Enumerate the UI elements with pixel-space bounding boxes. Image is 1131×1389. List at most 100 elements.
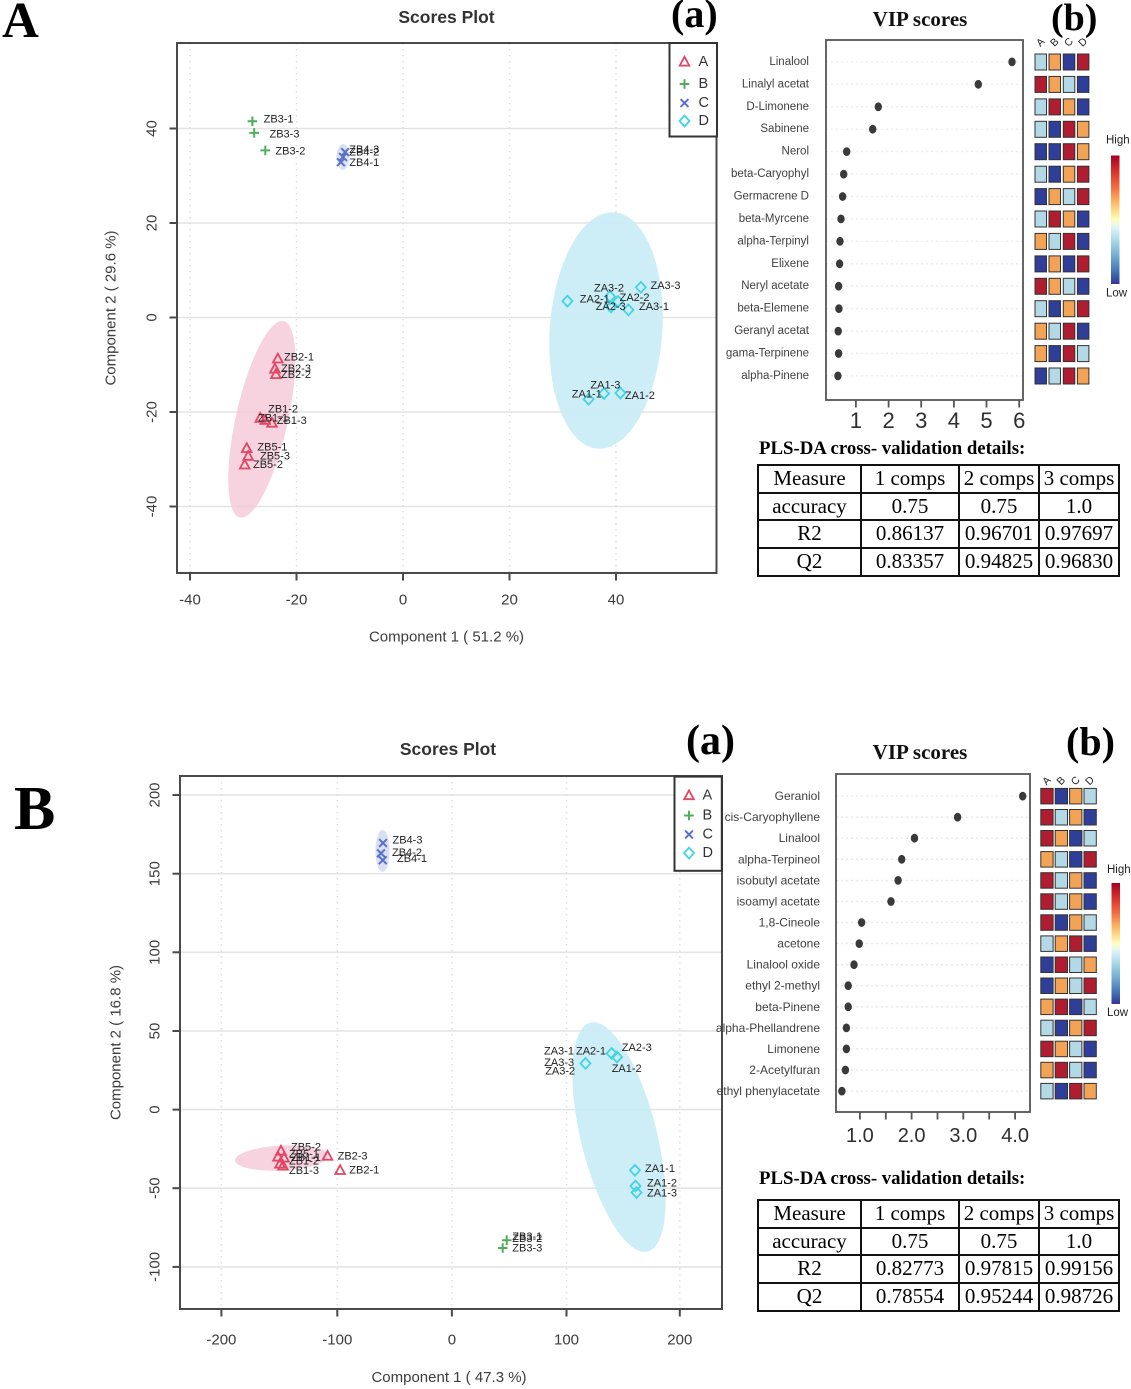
svg-text:4: 4 — [948, 408, 960, 433]
svg-text:0: 0 — [448, 1332, 456, 1349]
svg-text:ZA1-1: ZA1-1 — [645, 1163, 675, 1175]
svg-text:ZA3-3: ZA3-3 — [651, 280, 681, 292]
svg-text:gama-Terpinene: gama-Terpinene — [726, 348, 809, 360]
svg-text:alpha-Phellandrene: alpha-Phellandrene — [716, 1021, 820, 1035]
svg-text:C: C — [699, 95, 709, 111]
svg-text:ZA3-2: ZA3-2 — [545, 1066, 575, 1078]
svg-text:Component 2 ( 29.6 %): Component 2 ( 29.6 %) — [103, 230, 120, 385]
svg-text:6: 6 — [1013, 408, 1025, 433]
svg-text:50: 50 — [147, 1023, 164, 1040]
svg-text:ZB5-3: ZB5-3 — [260, 451, 290, 463]
svg-text:ZA1-2: ZA1-2 — [612, 1063, 642, 1075]
svg-text:beta-Myrcene: beta-Myrcene — [739, 213, 809, 225]
svg-text:alpha-Terpineol: alpha-Terpineol — [738, 852, 820, 866]
svg-text:Low: Low — [1106, 288, 1128, 300]
svg-text:-100: -100 — [147, 1252, 164, 1282]
svg-text:2.0: 2.0 — [898, 1125, 926, 1147]
svg-text:ZB5-1: ZB5-1 — [289, 1149, 319, 1161]
svg-text:ZB1-1: ZB1-1 — [258, 412, 288, 424]
svg-text:ZB2-1: ZB2-1 — [284, 352, 314, 364]
svg-text:isobutyl acetate: isobutyl acetate — [737, 873, 821, 887]
svg-text:Neryl acetate: Neryl acetate — [741, 280, 809, 292]
svg-text:ZA2-1: ZA2-1 — [580, 294, 610, 306]
svg-text:ZA3-3: ZA3-3 — [544, 1057, 574, 1069]
svg-text:ZB1-3: ZB1-3 — [277, 415, 307, 427]
svg-text:200: 200 — [667, 1332, 692, 1349]
svg-text:-200: -200 — [206, 1332, 236, 1349]
svg-text:ZA2-3: ZA2-3 — [596, 301, 626, 313]
svg-text:Nerol: Nerol — [782, 146, 809, 158]
svg-text:1,8-Cineole: 1,8-Cineole — [759, 916, 821, 930]
svg-text:40: 40 — [144, 120, 161, 137]
svg-text:100: 100 — [554, 1332, 579, 1349]
svg-text:ZA1-1: ZA1-1 — [572, 389, 602, 401]
svg-text:100: 100 — [147, 940, 164, 965]
svg-text:B: B — [703, 808, 713, 824]
svg-text:ZB2-3: ZB2-3 — [338, 1151, 368, 1163]
svg-text:alpha-Pinene: alpha-Pinene — [741, 370, 809, 382]
svg-text:0: 0 — [144, 313, 161, 321]
svg-text:B: B — [699, 76, 709, 92]
svg-text:ZB4-1: ZB4-1 — [349, 157, 379, 169]
svg-text:D-Limonene: D-Limonene — [746, 101, 809, 113]
svg-text:1: 1 — [850, 408, 862, 433]
svg-text:ZB2-1: ZB2-1 — [349, 1164, 379, 1176]
svg-text:ZB2-3: ZB2-3 — [281, 363, 311, 375]
svg-text:A: A — [699, 54, 709, 70]
svg-text:ZA2-1: ZA2-1 — [576, 1045, 606, 1057]
svg-text:200: 200 — [147, 782, 164, 807]
svg-text:ZB3-2: ZB3-2 — [512, 1233, 542, 1245]
svg-text:A: A — [703, 788, 713, 804]
svg-text:ZB1-3: ZB1-3 — [289, 1165, 319, 1177]
svg-text:alpha-Terpinyl: alpha-Terpinyl — [737, 235, 809, 247]
svg-text:C: C — [703, 827, 713, 843]
svg-text:ZA3-2: ZA3-2 — [594, 283, 624, 295]
svg-text:3.0: 3.0 — [949, 1125, 977, 1147]
svg-text:0: 0 — [399, 592, 407, 609]
svg-text:-20: -20 — [144, 401, 161, 423]
svg-text:20: 20 — [501, 592, 518, 609]
svg-text:ZB5-2: ZB5-2 — [253, 459, 283, 471]
svg-text:Linalool: Linalool — [769, 56, 809, 68]
svg-text:4.0: 4.0 — [1001, 1125, 1029, 1147]
svg-text:ZA1-3: ZA1-3 — [647, 1188, 677, 1200]
svg-text:ZB3-2: ZB3-2 — [275, 145, 305, 157]
svg-text:2: 2 — [882, 408, 894, 433]
svg-text:Component 2 ( 16.8 %): Component 2 ( 16.8 %) — [108, 965, 125, 1120]
svg-text:isoamyl acetate: isoamyl acetate — [737, 895, 821, 909]
svg-text:beta-Elemene: beta-Elemene — [737, 303, 809, 315]
svg-text:Germacrene D: Germacrene D — [734, 191, 809, 203]
svg-text:5: 5 — [980, 408, 992, 433]
svg-text:ZA3-1: ZA3-1 — [639, 301, 669, 313]
svg-text:1.0: 1.0 — [846, 1125, 874, 1147]
svg-text:Elixene: Elixene — [771, 258, 809, 270]
svg-text:VIP scores: VIP scores — [873, 740, 968, 764]
svg-text:Linalyl acetat: Linalyl acetat — [742, 78, 810, 90]
svg-text:150: 150 — [147, 861, 164, 886]
svg-text:ethyl phenylacetate: ethyl phenylacetate — [717, 1084, 821, 1098]
svg-text:ethyl 2-methyl: ethyl 2-methyl — [745, 979, 820, 993]
svg-text:ZA2-3: ZA2-3 — [622, 1042, 652, 1054]
svg-text:-100: -100 — [322, 1332, 352, 1349]
svg-text:ZA3-1: ZA3-1 — [544, 1045, 574, 1057]
svg-text:Scores Plot: Scores Plot — [398, 7, 494, 27]
svg-text:cis-Caryophyllene: cis-Caryophyllene — [725, 810, 821, 824]
svg-text:ZB4-3: ZB4-3 — [393, 835, 423, 847]
svg-text:ZB5-2: ZB5-2 — [291, 1142, 321, 1154]
svg-text:ZA1-2: ZA1-2 — [625, 390, 655, 402]
svg-text:ZB3-3: ZB3-3 — [270, 129, 300, 141]
svg-text:Linalool: Linalool — [779, 831, 820, 845]
svg-text:Low: Low — [1107, 1007, 1129, 1019]
svg-text:Sabinene: Sabinene — [760, 123, 809, 135]
svg-text:ZB1-1: ZB1-1 — [291, 1152, 321, 1164]
svg-text:Component 1 ( 51.2 %): Component 1 ( 51.2 %) — [369, 629, 524, 646]
svg-text:ZA1-2: ZA1-2 — [647, 1177, 677, 1189]
svg-text:Linalool oxide: Linalool oxide — [747, 958, 821, 972]
svg-text:Component 1 ( 47.3 %): Component 1 ( 47.3 %) — [371, 1369, 526, 1386]
svg-text:40: 40 — [608, 592, 625, 609]
svg-text:ZB1-2: ZB1-2 — [268, 404, 298, 416]
svg-text:ZA1-3: ZA1-3 — [590, 380, 620, 392]
svg-text:acetone: acetone — [777, 937, 820, 951]
svg-text:ZB1-2: ZB1-2 — [289, 1156, 319, 1168]
svg-text:D: D — [703, 845, 713, 861]
